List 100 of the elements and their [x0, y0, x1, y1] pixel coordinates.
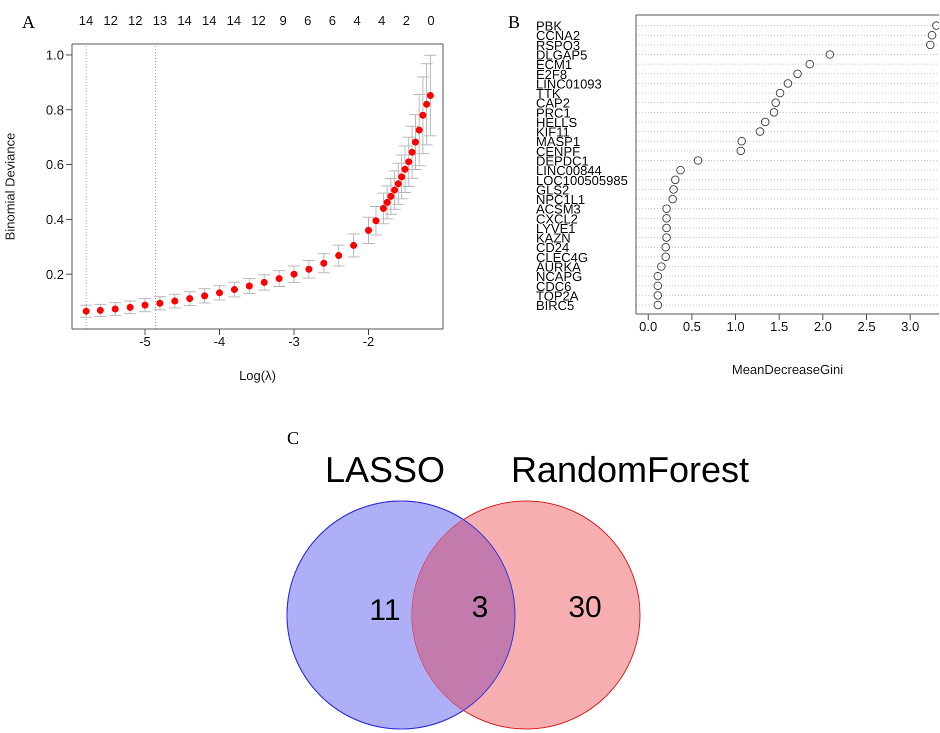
point: [398, 173, 406, 180]
point: [156, 300, 164, 307]
point: [230, 286, 238, 294]
text: 0: [427, 13, 435, 28]
point: [793, 69, 802, 78]
point: [350, 242, 358, 249]
point: [662, 214, 671, 223]
point: [662, 224, 671, 232]
point: [391, 186, 398, 194]
point: [260, 278, 268, 286]
point: [419, 112, 426, 119]
x-tick-label: 1.0: [726, 319, 745, 334]
text: 14: [202, 13, 216, 28]
text: 6: [328, 13, 336, 28]
text: 12: [251, 13, 266, 28]
data-label: 11: [369, 594, 401, 627]
x-tick-label: 0.0: [639, 319, 658, 334]
point: [387, 192, 394, 200]
point: [394, 180, 402, 188]
category-label: LASSO: [324, 449, 446, 490]
point: [201, 292, 208, 300]
x-tick-label: 3.0: [901, 319, 920, 334]
x-tick-label: 2.0: [814, 319, 832, 334]
point: [770, 108, 778, 117]
category-label: RandomForest: [510, 449, 750, 490]
y-axis-title: Binomial Deviance: [2, 132, 18, 240]
point: [186, 295, 194, 302]
point: [276, 275, 283, 282]
point: [290, 270, 298, 278]
point: [365, 226, 372, 234]
point: [662, 233, 671, 242]
point: [654, 281, 662, 290]
point: [776, 88, 784, 98]
point: [408, 148, 416, 156]
y-tick-label: 0.2: [46, 266, 64, 282]
point: [216, 289, 224, 296]
point: [96, 306, 104, 314]
point: [737, 136, 746, 146]
point: [305, 266, 312, 273]
point: [669, 185, 678, 194]
point: [805, 60, 814, 68]
point: [932, 21, 939, 30]
point: [335, 252, 342, 260]
point: [661, 252, 670, 262]
point: [657, 262, 666, 271]
point: [412, 138, 419, 146]
point: [654, 291, 662, 300]
x-axis-title: MeanDecreaseGini: [732, 362, 844, 377]
text: 4: [353, 13, 361, 28]
point: [826, 50, 834, 59]
y-tick-label: 0.6: [46, 157, 64, 172]
text: 12: [103, 13, 118, 28]
point: [736, 146, 746, 156]
point: [372, 217, 380, 224]
point: [426, 92, 434, 100]
point: [676, 166, 685, 174]
point: [670, 175, 680, 184]
text: 4: [378, 13, 386, 28]
text: 12: [128, 13, 143, 28]
x-tick-label: 1.5: [770, 319, 788, 334]
point: [82, 308, 90, 315]
x-tick-label: 2.5: [857, 319, 876, 334]
y-tick-label: 0.8: [46, 102, 64, 118]
y-tick-label: 1.0: [46, 48, 64, 63]
point: [405, 158, 412, 166]
point: [380, 204, 387, 212]
point: [668, 194, 677, 204]
x-tick-label: -2: [362, 334, 374, 350]
text: 14: [226, 13, 242, 28]
point: [771, 98, 780, 107]
text: 2: [402, 13, 410, 28]
x-tick-label: 0.5: [682, 319, 701, 334]
point: [416, 126, 423, 134]
point: [662, 204, 671, 213]
point: [694, 156, 702, 165]
point: [926, 40, 935, 50]
point: [126, 304, 134, 311]
point: [423, 100, 430, 108]
text: 9: [280, 13, 287, 28]
point: [756, 127, 764, 136]
point: [171, 298, 178, 305]
point: [246, 282, 253, 290]
chart-title: A: [22, 12, 35, 33]
text: C: [287, 428, 300, 449]
text: 13: [152, 13, 168, 28]
x-tick-label: -4: [214, 334, 226, 350]
point: [402, 166, 409, 173]
data-label: 3: [472, 591, 488, 624]
y-tick-label: 0.4: [46, 212, 64, 227]
point: [320, 260, 328, 267]
x-axis-title: Log(λ): [239, 368, 276, 383]
point: [384, 198, 391, 206]
point: [928, 30, 936, 40]
text: 14: [177, 13, 192, 28]
chart-title: B: [508, 12, 520, 33]
point: [112, 305, 119, 312]
point: [760, 118, 770, 126]
x-tick-label: -3: [288, 334, 300, 350]
x-tick-label: -5: [139, 334, 151, 350]
point: [661, 242, 670, 252]
